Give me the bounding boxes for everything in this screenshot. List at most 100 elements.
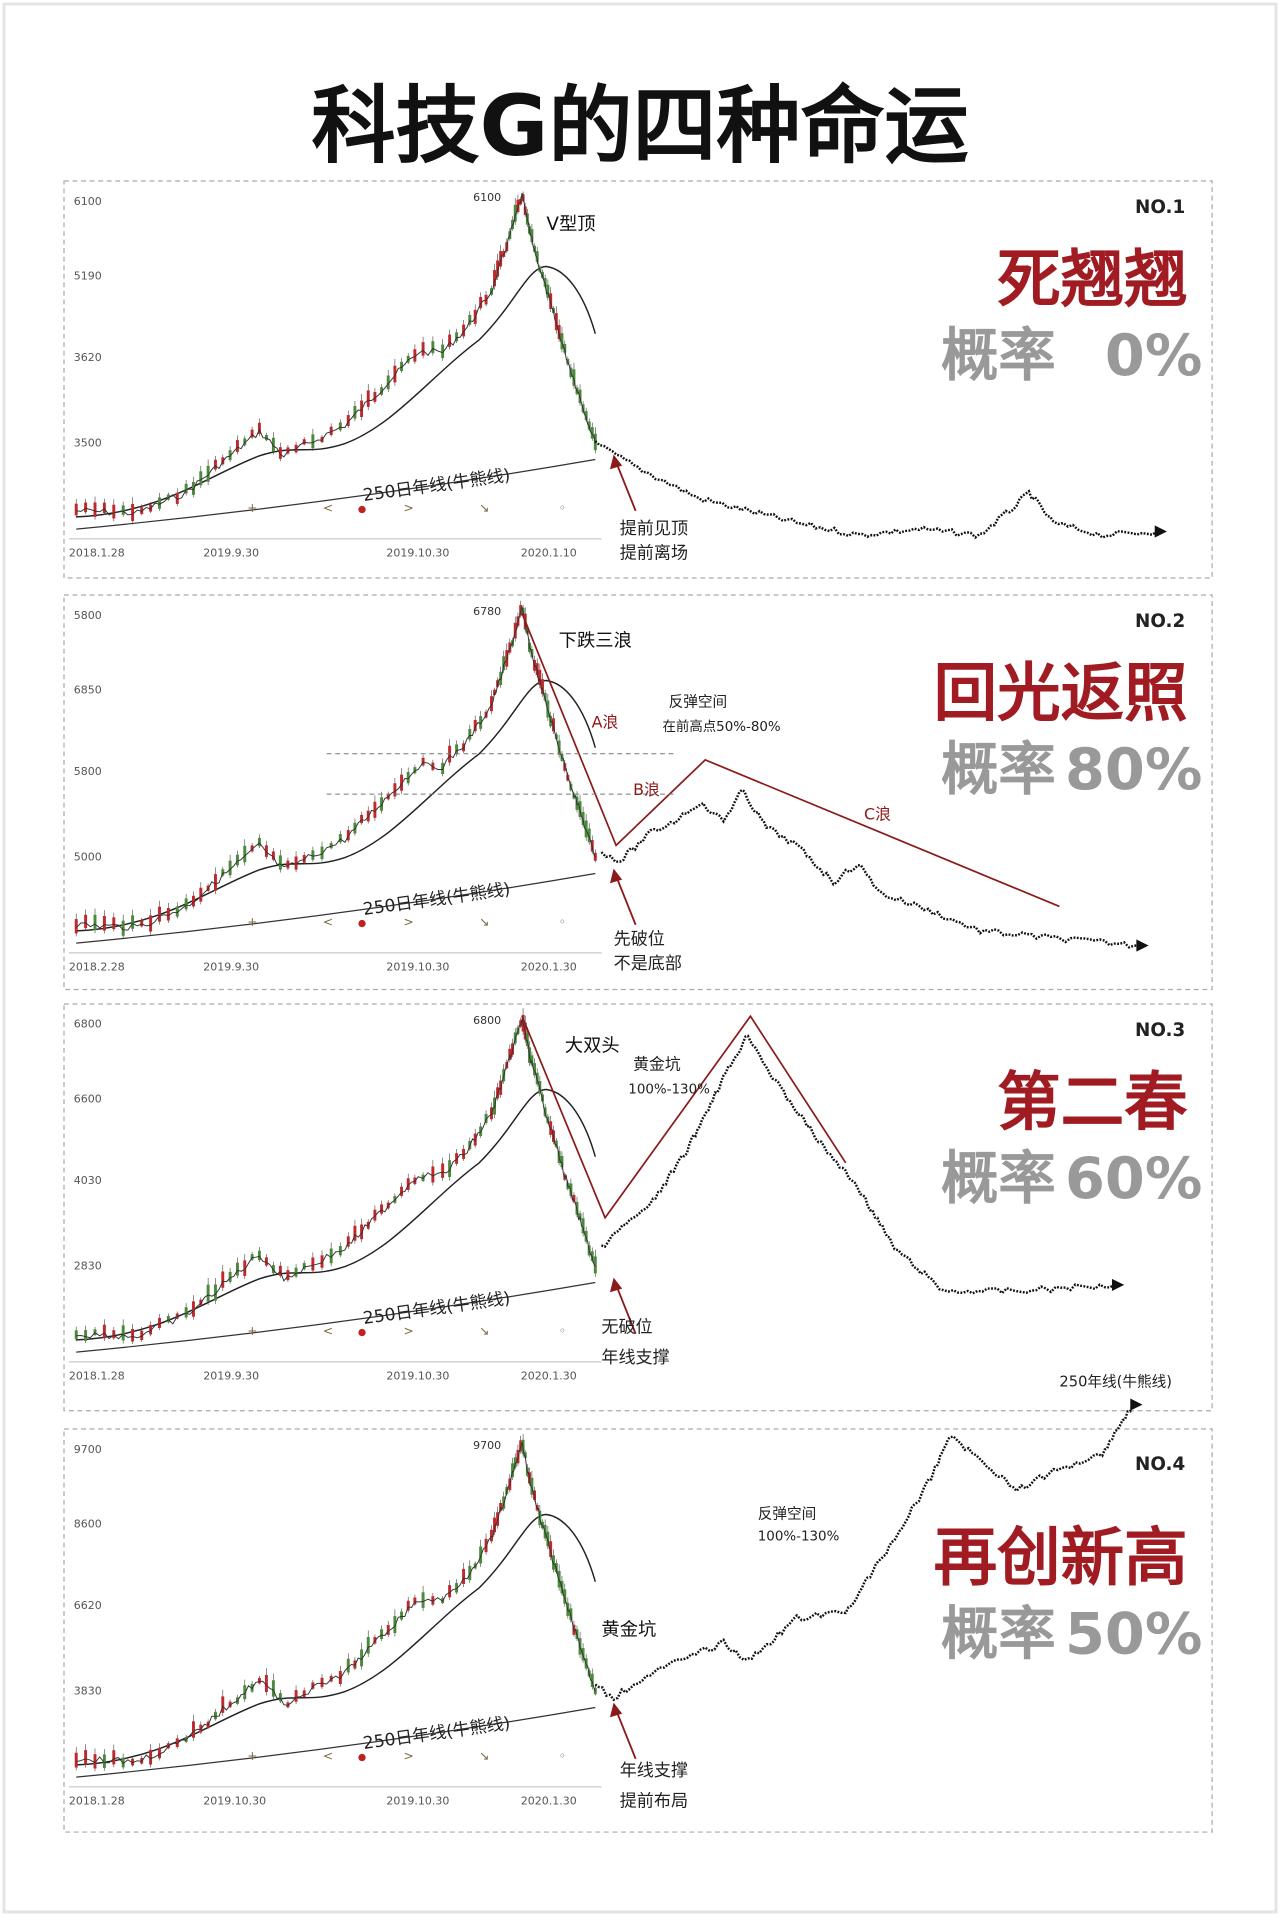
annotation: 在前高点50%-80% [662,718,780,735]
candle [166,908,170,921]
candle [184,898,188,910]
candle [192,895,195,907]
y-tick-label: 5000 [74,851,102,864]
candle [400,1611,404,1620]
scenario-name: 再创新高 [934,1521,1188,1595]
candle [560,1155,564,1168]
x-tick-label: 2018.1.28 [69,1370,125,1383]
candle [538,669,542,686]
candle [584,820,588,838]
candle [74,919,78,934]
candle [131,503,135,521]
title: 科技G的四种命运 [312,77,969,175]
ma250-line [76,1706,596,1778]
panel-border [63,180,1213,579]
annotation: 无破位 [601,1318,652,1338]
candle [413,1597,417,1605]
annotation: 提前布局 [620,1792,688,1812]
icon: > [404,915,414,929]
candle [311,1682,315,1689]
candle [338,1246,342,1256]
candle [149,1749,153,1765]
candle [121,1757,125,1768]
candle [74,1330,78,1340]
candle [513,622,517,639]
annotation: 100%-130% [628,1082,710,1097]
candle [102,915,106,931]
candle [380,1629,384,1640]
candle [302,1263,306,1270]
candle [213,1711,217,1720]
candle [490,1529,493,1542]
annotation: 黄金坑 [633,1055,681,1074]
pointer-head [609,868,623,884]
candle [479,1546,483,1564]
candle [508,1048,512,1061]
candle [549,1541,553,1557]
candle [302,439,306,445]
scenario-name: 第二春 [997,1065,1188,1139]
annotation: 大双头 [565,1036,620,1057]
candle [257,1678,261,1684]
candle [294,444,298,453]
candle [400,1186,404,1196]
candle [338,422,342,431]
candle [184,1307,188,1318]
annotation: 反弹空间 [758,1505,817,1522]
candle [206,1284,210,1302]
candle [121,920,125,936]
candle [175,492,179,504]
prob-value: 80% [1065,736,1202,803]
candle [448,334,452,347]
candle [250,1254,254,1260]
icon: + [247,501,257,515]
panel-border [63,1003,1213,1412]
candle [380,1204,384,1214]
candle [462,1148,466,1159]
pointer-head [609,1277,623,1293]
candle [221,1271,225,1288]
icon: ◦ [559,1749,566,1763]
y-tick-label: 6800 [74,1018,102,1031]
x-tick-label: 2019.9.30 [203,961,259,974]
x-tick-label: 2020.1.30 [521,961,577,974]
candle [243,438,247,446]
candle [455,1582,459,1593]
candle [413,767,417,774]
candle [228,860,232,876]
candle [213,459,217,470]
candle [366,390,370,407]
panel-number: NO.3 [1135,1020,1185,1041]
candle [421,757,425,766]
candle [206,465,210,482]
candle [112,504,116,519]
candle [546,284,550,298]
candle [257,837,261,847]
candle [264,845,268,857]
candle [264,435,268,441]
candle [311,850,315,860]
candle [590,1673,594,1687]
candle [493,689,497,695]
candle [462,1568,466,1584]
pointer-head [609,454,623,470]
candle [294,856,298,870]
candle [360,400,364,417]
candle [140,507,144,515]
annotation: 250年线(牛熊线) [1059,1374,1172,1391]
candle [530,229,534,243]
candle [360,814,364,824]
candle [228,450,232,461]
candle [346,1236,350,1247]
scenario-name: 死翘翘 [997,242,1188,316]
candle [572,369,576,386]
candle [393,365,397,383]
icon: ◦ [559,1324,566,1338]
icon: ↘ [479,1324,489,1338]
candle [302,1690,306,1698]
arrow-head [1130,1398,1143,1411]
icon: ◦ [559,501,566,515]
candle [462,324,466,337]
icon: < [323,501,333,515]
